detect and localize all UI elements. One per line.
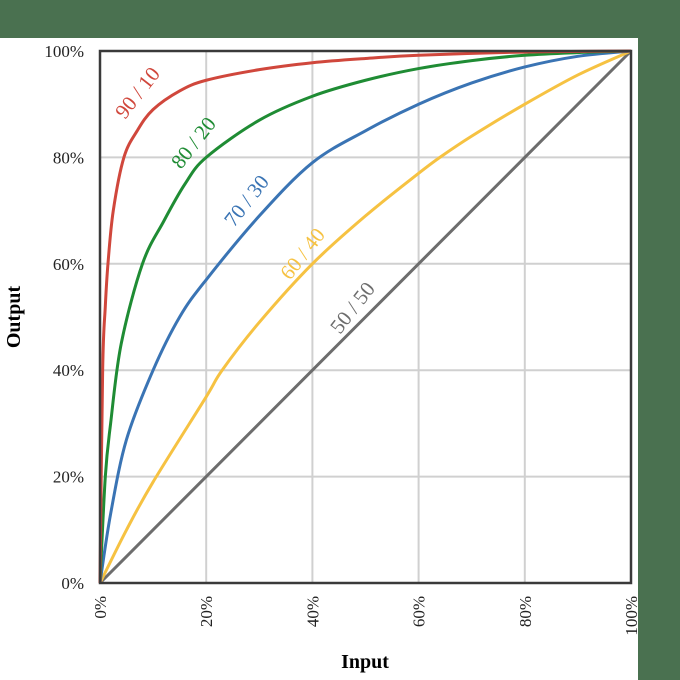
x-tick-label: 40% [303, 596, 322, 627]
y-tick-label: 100% [44, 42, 84, 61]
x-tick-label: 60% [410, 596, 429, 627]
y-tick-label: 40% [53, 361, 84, 380]
plot-frame [98, 49, 633, 585]
curves [98, 49, 633, 585]
y-tick-label: 80% [53, 148, 84, 167]
y-axis-title: Output [3, 286, 25, 349]
y-tick-label: 20% [53, 468, 84, 487]
y-axis-ticks: 0% 20% 40% 60% 80% 100% [44, 42, 84, 593]
x-tick-label: 0% [91, 596, 110, 619]
curve-label: 80 / 20 [166, 112, 221, 173]
y-tick-label: 0% [61, 574, 84, 593]
curve-90-10 [98, 49, 632, 584]
x-axis-ticks: 0% 20% 40% 60% 80% 100% [91, 596, 641, 636]
y-tick-label: 60% [53, 255, 84, 274]
gridlines [100, 51, 631, 583]
curve-label: 90 / 10 [110, 62, 165, 123]
x-tick-label: 100% [622, 596, 641, 636]
x-tick-label: 20% [197, 596, 216, 627]
curve-70-30 [98, 49, 632, 584]
curve-60-40 [98, 49, 632, 584]
curve-50-50 [98, 49, 633, 585]
x-axis-title: Input [341, 651, 389, 673]
curve-label: 70 / 30 [219, 170, 274, 231]
curve-80-20 [98, 49, 632, 584]
x-tick-label: 80% [516, 596, 535, 627]
